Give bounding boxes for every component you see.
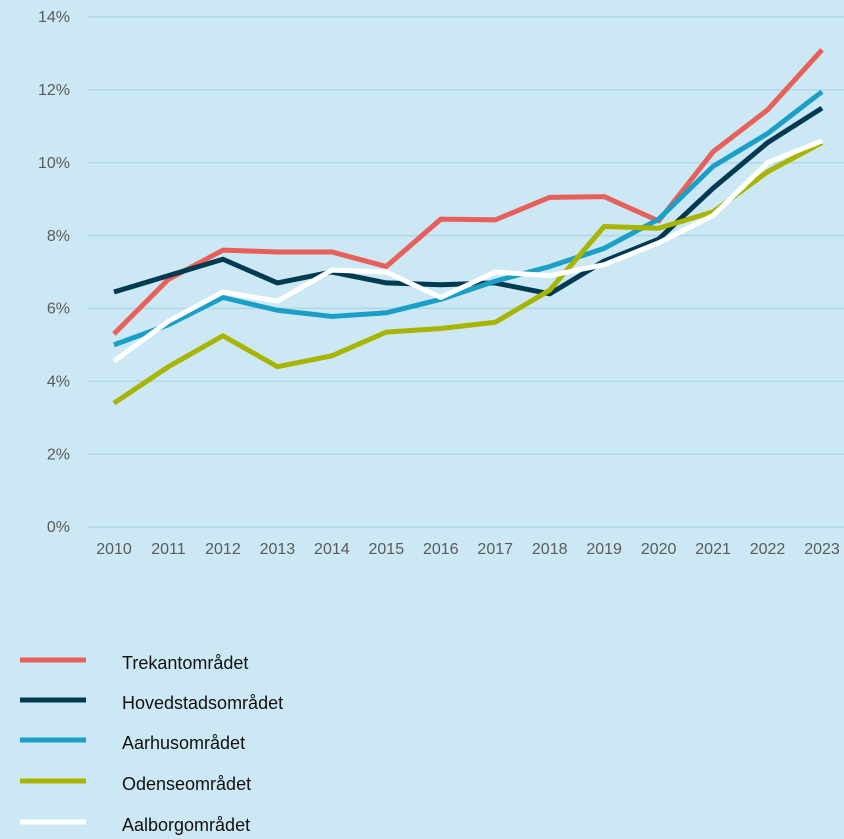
y-tick-label: 2% — [47, 446, 70, 463]
y-tick-label: 14% — [38, 9, 70, 26]
y-tick-label: 8% — [47, 228, 70, 245]
x-tick-label: 2023 — [804, 541, 840, 558]
x-tick-label: 2019 — [586, 541, 622, 558]
y-tick-label: 0% — [47, 519, 70, 536]
series-line — [112, 138, 823, 364]
series-line — [113, 89, 824, 348]
x-tick-label: 2015 — [369, 541, 405, 558]
x-tick-label: 2011 — [151, 541, 186, 558]
x-tick-label: 2020 — [641, 541, 677, 558]
x-tick-label: 2017 — [477, 541, 513, 558]
y-tick-label: 4% — [47, 374, 70, 391]
legend-label: Hovedstadsområdet — [122, 693, 283, 713]
x-tick-label: 2014 — [314, 541, 350, 558]
x-tick-label: 2016 — [423, 541, 459, 558]
legend-label: Trekantområdet — [122, 653, 248, 673]
x-tick-label: 2013 — [260, 541, 296, 558]
x-tick-label: 2012 — [205, 541, 241, 558]
x-tick-label: 2010 — [96, 541, 132, 558]
x-tick-label: 2022 — [750, 541, 786, 558]
y-tick-label: 10% — [38, 155, 70, 172]
legend-label: Odenseområdet — [122, 774, 251, 794]
legend-label: Aalborgområdet — [122, 815, 250, 835]
y-tick-label: 6% — [47, 301, 70, 318]
series-line — [112, 48, 824, 336]
legend-label: Aarhusområdet — [122, 733, 245, 753]
x-tick-label: 2018 — [532, 541, 568, 558]
x-tick-label: 2021 — [695, 541, 731, 558]
y-tick-label: 12% — [38, 82, 70, 99]
series-line — [112, 140, 824, 406]
